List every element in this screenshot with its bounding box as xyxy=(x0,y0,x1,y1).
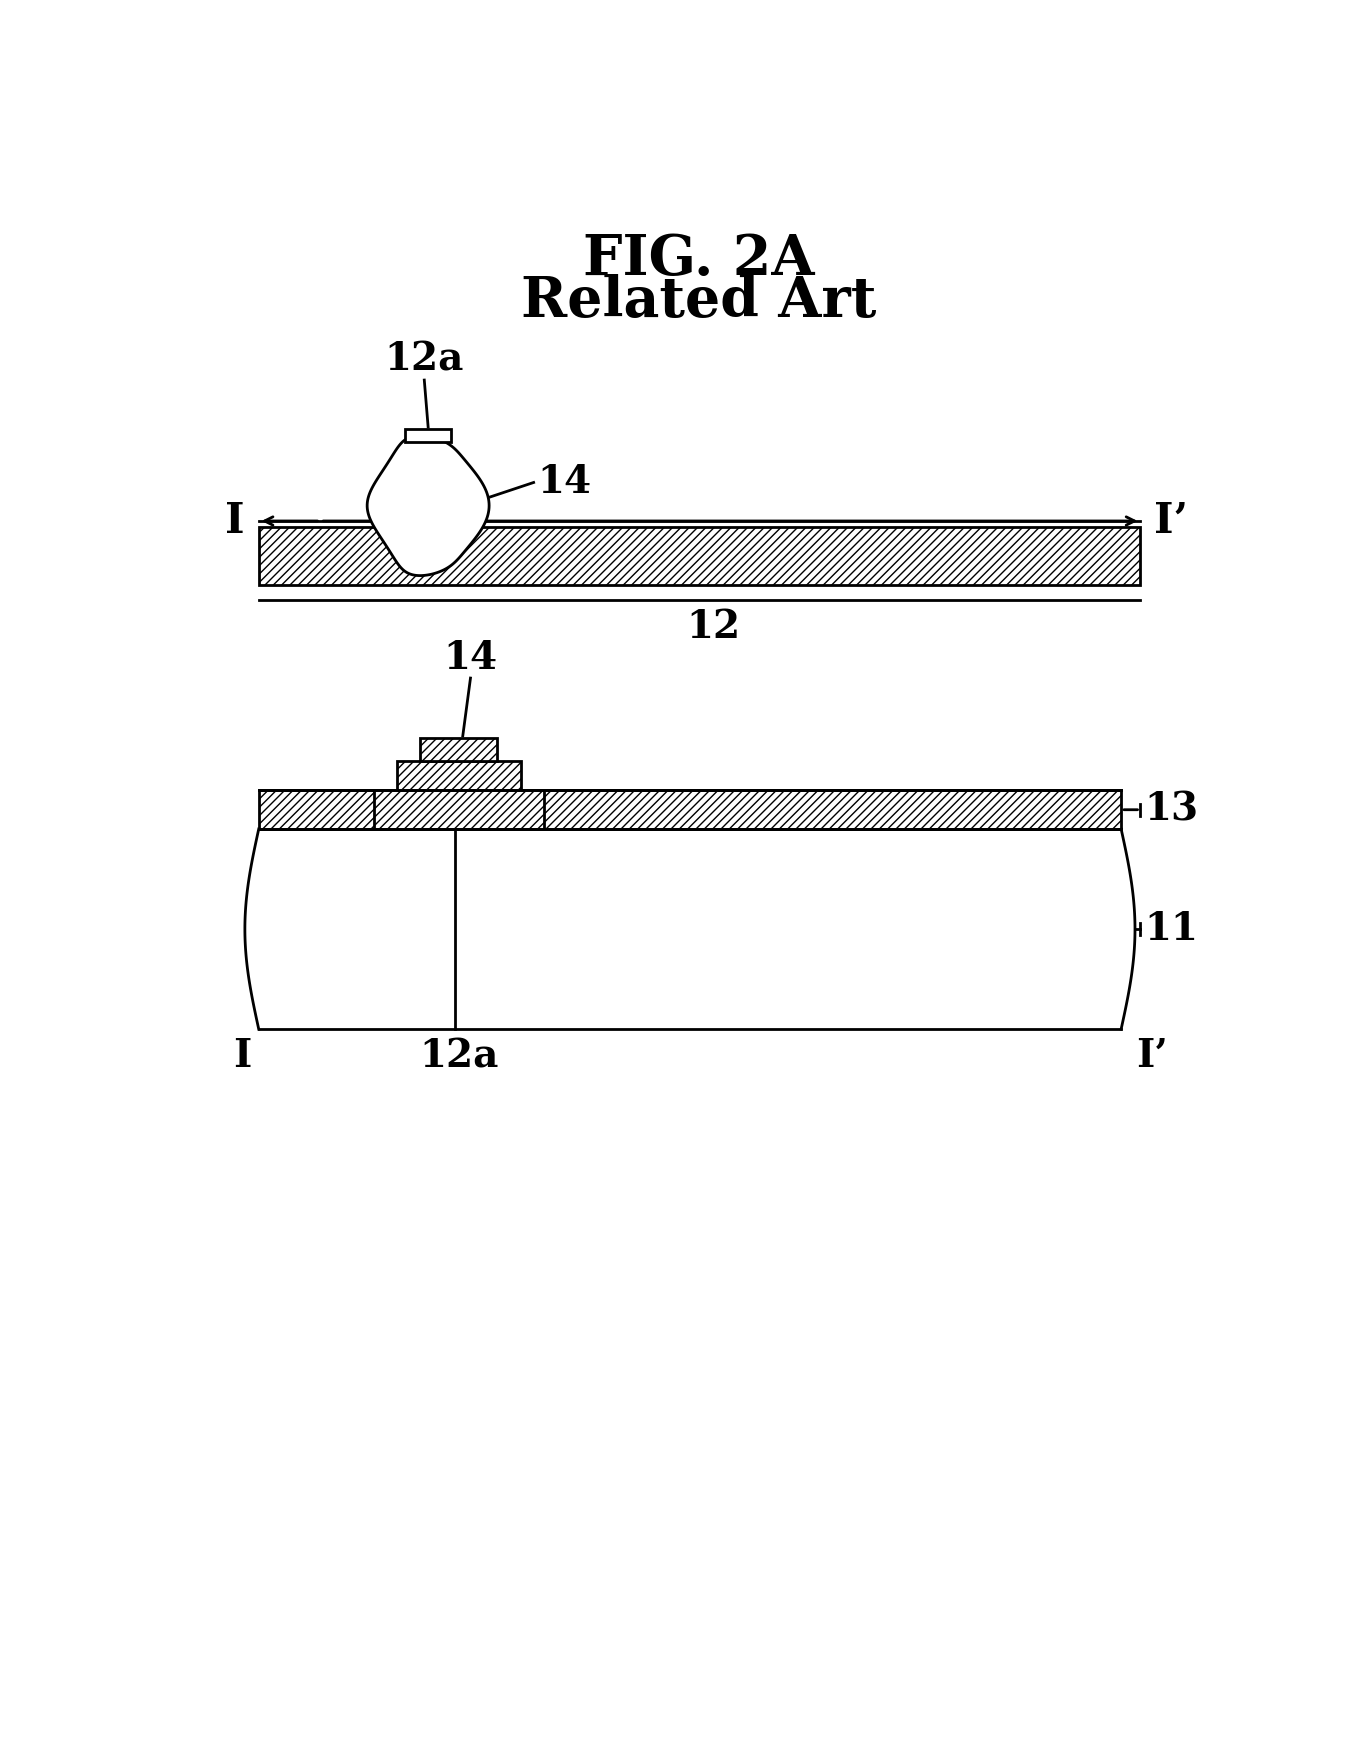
Text: 13: 13 xyxy=(1144,791,1198,828)
Text: 12a: 12a xyxy=(419,1038,498,1075)
Polygon shape xyxy=(367,435,489,576)
Text: 11: 11 xyxy=(1144,911,1198,948)
Text: Related Art: Related Art xyxy=(521,275,876,329)
Bar xyxy=(374,791,543,828)
Bar xyxy=(405,428,452,442)
Text: 12: 12 xyxy=(687,608,740,647)
Text: I’: I’ xyxy=(1137,1038,1168,1075)
Bar xyxy=(259,527,1140,585)
Text: FIG. 2A: FIG. 2A xyxy=(583,231,815,287)
Bar xyxy=(259,791,1121,828)
Text: 14: 14 xyxy=(444,638,498,677)
Bar xyxy=(397,761,520,791)
Text: I: I xyxy=(233,1038,251,1075)
Text: I’: I’ xyxy=(1155,500,1189,543)
Text: 14: 14 xyxy=(538,463,591,502)
Text: I: I xyxy=(225,500,244,543)
Bar xyxy=(420,738,497,761)
Text: 12a: 12a xyxy=(385,340,464,379)
